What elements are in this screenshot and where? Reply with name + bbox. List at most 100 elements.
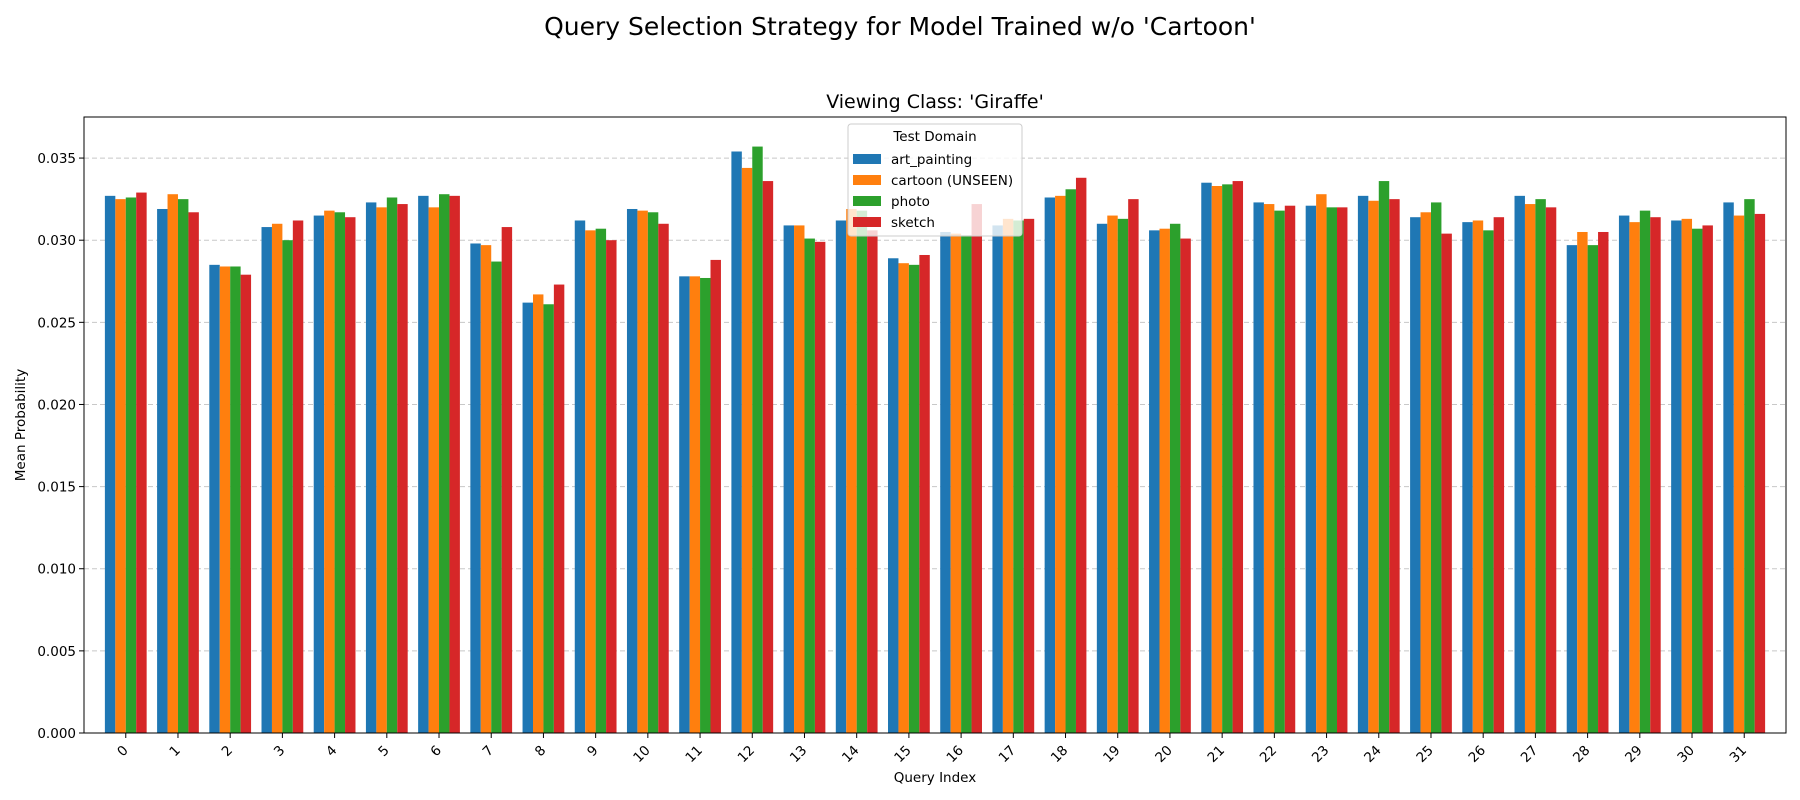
bar-photo-27 [1535,199,1546,734]
bar-cartoon-unseen--1 [167,194,178,734]
bar-cartoon-unseen--6 [428,207,440,733]
x-tick-label: 16 [943,743,966,766]
bar-cartoon-unseen--19 [1107,215,1118,733]
bar-art-painting-26 [1462,222,1473,733]
bar-art-painting-16 [940,231,951,733]
bar-sketch-14 [867,230,878,733]
x-tick-label: 3 [271,743,288,760]
bar-sketch-0 [136,192,147,733]
y-axis-label: Mean Probability [13,369,29,481]
bar-photo-29 [1639,210,1651,733]
x-tick-label: 10 [630,743,653,766]
x-tick-label: 31 [1727,743,1750,766]
bar-sketch-24 [1389,199,1400,734]
bar-art-painting-20 [1149,230,1160,733]
x-tick-label: 28 [1570,743,1593,766]
bar-sketch-1 [188,212,199,734]
bar-art-painting-4 [313,215,325,733]
bar-photo-10 [647,212,659,734]
bar-photo-12 [752,146,763,733]
x-tick-label: 29 [1622,743,1645,766]
x-tick-label: 23 [1309,743,1332,766]
bar-photo-8 [543,304,554,733]
bar-sketch-23 [1337,207,1348,733]
legend-swatch [853,217,881,227]
legend-entry: sketch [891,215,935,231]
legend-entry: photo [891,194,930,210]
bar-cartoon-unseen--13 [794,225,805,733]
bar-sketch-8 [553,284,565,733]
bar-art-painting-24 [1357,195,1369,733]
y-tick-label: 0.020 [37,397,76,413]
bar-cartoon-unseen--5 [376,207,387,733]
bar-cartoon-unseen--12 [741,167,753,733]
bar-cartoon-unseen--11 [689,276,701,733]
bar-cartoon-unseen--14 [846,208,857,734]
bar-photo-21 [1222,184,1233,733]
bar-sketch-19 [1128,199,1139,734]
bar-photo-18 [1065,189,1076,733]
legend-entry: cartoon (UNSEEN) [891,173,1013,189]
bar-art-painting-9 [574,220,586,733]
bar-art-painting-17 [992,225,1003,733]
bar-photo-23 [1326,207,1338,733]
bar-art-painting-31 [1723,202,1734,733]
bar-sketch-22 [1284,205,1296,734]
bar-cartoon-unseen--18 [1055,195,1066,733]
bar-art-painting-10 [626,208,638,734]
y-tick-label: 0.005 [37,644,76,660]
bar-photo-5 [386,197,398,733]
bar-art-painting-2 [209,264,220,733]
bar-art-painting-28 [1566,245,1578,734]
y-axis-ticks: 0.000 0.005 0.010 0.015 0.020 0.025 0.030 0.035 [37,151,84,742]
x-tick-label: 1 [166,743,183,760]
bar-photo-7 [491,261,502,733]
bar-cartoon-unseen--22 [1263,204,1275,733]
x-tick-label: 25 [1413,743,1436,766]
bar-sketch-18 [1075,177,1087,733]
bar-cartoon-unseen--8 [532,294,544,733]
x-tick-label: 5 [375,743,392,760]
bar-cartoon-unseen--3 [271,223,283,734]
bar-photo-16 [961,235,972,733]
bar-cartoon-unseen--4 [324,210,335,733]
bar-art-painting-15 [888,258,899,733]
bar-photo-2 [230,266,241,733]
bar-photo-28 [1587,245,1599,734]
bar-photo-6 [439,194,450,734]
bar-photo-15 [908,264,920,733]
x-tick-label: 22 [1257,743,1280,766]
bar-cartoon-unseen--27 [1524,204,1536,733]
bar-photo-22 [1274,210,1285,733]
bar-photo-1 [177,199,189,734]
x-tick-label: 27 [1518,743,1541,766]
bar-art-painting-12 [731,151,742,734]
x-axis-label: Query Index [894,770,976,786]
x-tick-label: 2 [219,743,236,760]
y-tick-label: 0.000 [37,726,76,742]
bar-cartoon-unseen--2 [219,266,231,733]
bar-sketch-5 [397,204,408,733]
bar-art-painting-6 [418,195,429,733]
x-tick-label: 7 [480,743,497,760]
bar-art-painting-11 [679,276,690,733]
bar-photo-17 [1013,220,1024,733]
bar-sketch-10 [658,223,669,734]
bar-art-painting-19 [1096,223,1108,734]
bar-sketch-25 [1441,233,1452,733]
bar-photo-24 [1378,181,1390,734]
bar-art-painting-1 [157,208,168,734]
y-tick-label: 0.035 [37,151,76,167]
bar-sketch-12 [762,181,774,734]
bar-cartoon-unseen--21 [1211,185,1223,733]
x-tick-label: 30 [1674,743,1697,766]
plot-frame [83,116,1787,734]
bar-sketch-4 [345,217,356,734]
bar-art-painting-3 [261,227,272,734]
x-tick-label: 20 [1152,743,1175,766]
x-tick-label: 24 [1361,743,1384,766]
bar-cartoon-unseen--7 [480,245,492,734]
x-tick-label: 11 [682,743,705,766]
bar-cartoon-unseen--25 [1420,212,1431,734]
